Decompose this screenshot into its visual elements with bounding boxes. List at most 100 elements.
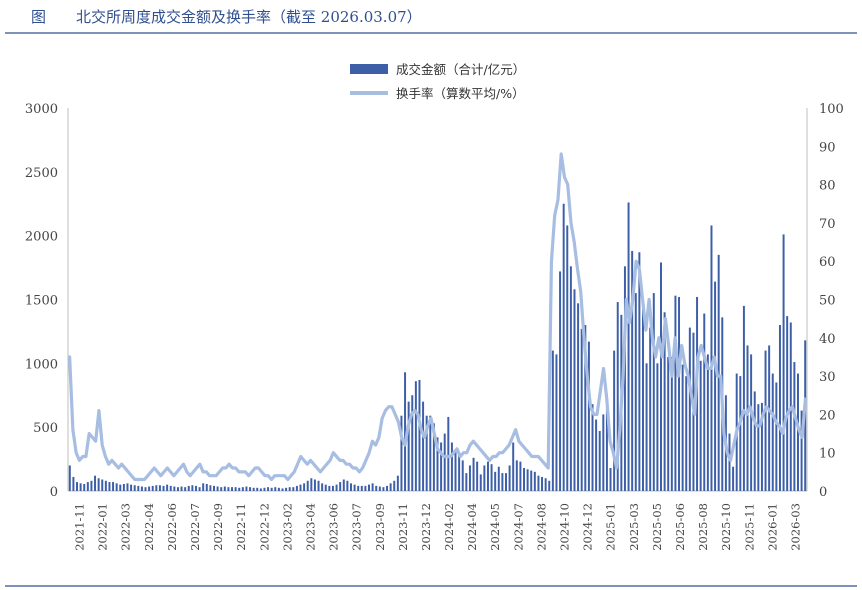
x-tick-label: 2022-03: [119, 503, 133, 551]
figure-label: 图: [31, 8, 47, 26]
bar: [533, 471, 536, 491]
bar: [537, 475, 540, 491]
x-tick-label: 2023-06: [327, 503, 341, 551]
bar-series: [68, 202, 807, 491]
x-tick-label: 2022-11: [234, 503, 248, 551]
bar: [306, 480, 309, 491]
bar: [685, 376, 688, 491]
bar: [335, 484, 338, 491]
bar: [133, 485, 136, 491]
y-left-tick-label: 1500: [25, 294, 58, 309]
bar: [223, 486, 226, 491]
bar: [768, 345, 771, 491]
bar: [714, 281, 717, 491]
y-right-tick-label: 70: [819, 217, 836, 232]
bar: [458, 452, 461, 491]
bar: [371, 483, 374, 491]
legend-bar-label: 成交金额（合计/亿元）: [396, 62, 525, 77]
bar: [140, 486, 143, 491]
bar: [494, 471, 497, 491]
bar: [764, 350, 767, 491]
x-tick-label: 2023-11: [396, 503, 410, 551]
bar: [775, 382, 778, 491]
bar: [342, 479, 345, 491]
bar: [94, 475, 97, 491]
y-right-tick-label: 60: [819, 255, 836, 270]
bar: [238, 487, 241, 491]
bar: [119, 484, 122, 491]
y-left-tick-label: 2500: [25, 166, 58, 181]
bar: [241, 487, 244, 491]
bar: [231, 487, 234, 491]
bar: [652, 293, 655, 491]
y-left-tick-label: 500: [33, 421, 58, 436]
bar: [184, 487, 187, 491]
bar: [166, 484, 169, 491]
bar: [162, 485, 165, 491]
x-tick-label: 2026-01: [765, 503, 779, 551]
bar: [706, 354, 709, 491]
bar: [112, 482, 115, 491]
bar: [68, 465, 71, 491]
bar: [681, 364, 684, 491]
bar: [158, 485, 161, 491]
bar: [285, 487, 288, 491]
bar: [375, 485, 378, 491]
bar: [252, 487, 255, 491]
bar: [90, 480, 93, 491]
bar: [732, 466, 735, 491]
bar: [267, 487, 270, 491]
legend-line-label: 换手率（算数平均/%）: [396, 86, 525, 101]
bar: [530, 470, 533, 491]
x-tick-label: 2023-04: [303, 503, 317, 551]
bar: [328, 485, 331, 491]
x-tick-label: 2025-01: [604, 503, 618, 551]
bar: [404, 372, 407, 491]
bar: [216, 486, 219, 491]
bar: [778, 325, 781, 491]
bar: [797, 373, 799, 491]
y-right-tick-label: 20: [819, 408, 836, 423]
bar: [83, 483, 86, 491]
bar: [667, 356, 670, 491]
bar: [753, 391, 756, 491]
x-tick-label: 2023-12: [419, 503, 433, 551]
bar: [771, 373, 774, 491]
bar: [782, 234, 785, 491]
bar: [292, 487, 295, 491]
x-tick-label: 2024-05: [488, 503, 502, 551]
x-tick-label: 2022-01: [96, 503, 110, 551]
bar: [483, 465, 486, 491]
bar: [191, 485, 194, 491]
bar: [378, 486, 381, 491]
bar: [573, 289, 576, 491]
bar: [609, 468, 612, 491]
bar: [169, 485, 172, 491]
bar: [357, 485, 360, 491]
bar: [703, 313, 706, 491]
bar: [324, 484, 327, 491]
bar: [194, 485, 197, 491]
bar: [137, 485, 140, 491]
bar: [277, 487, 280, 491]
bar: [180, 486, 183, 491]
bar: [249, 487, 252, 491]
bar: [634, 293, 637, 491]
bar: [479, 474, 482, 491]
bar: [173, 486, 176, 491]
y-right-tick-label: 40: [819, 332, 836, 347]
bar: [295, 485, 298, 491]
x-tick-label: 2025-06: [673, 503, 687, 551]
x-tick-label: 2025-08: [696, 503, 710, 551]
bar: [450, 442, 453, 491]
legend-bar-swatch: [350, 64, 388, 74]
bar: [317, 480, 320, 491]
bar: [519, 461, 522, 491]
bar: [641, 299, 644, 491]
x-tick-label: 2023-02: [280, 503, 294, 551]
bar: [710, 225, 713, 491]
bar: [313, 479, 316, 491]
y-right-tick-label: 30: [819, 370, 836, 385]
bar: [407, 401, 410, 491]
line-series: [68, 152, 807, 482]
